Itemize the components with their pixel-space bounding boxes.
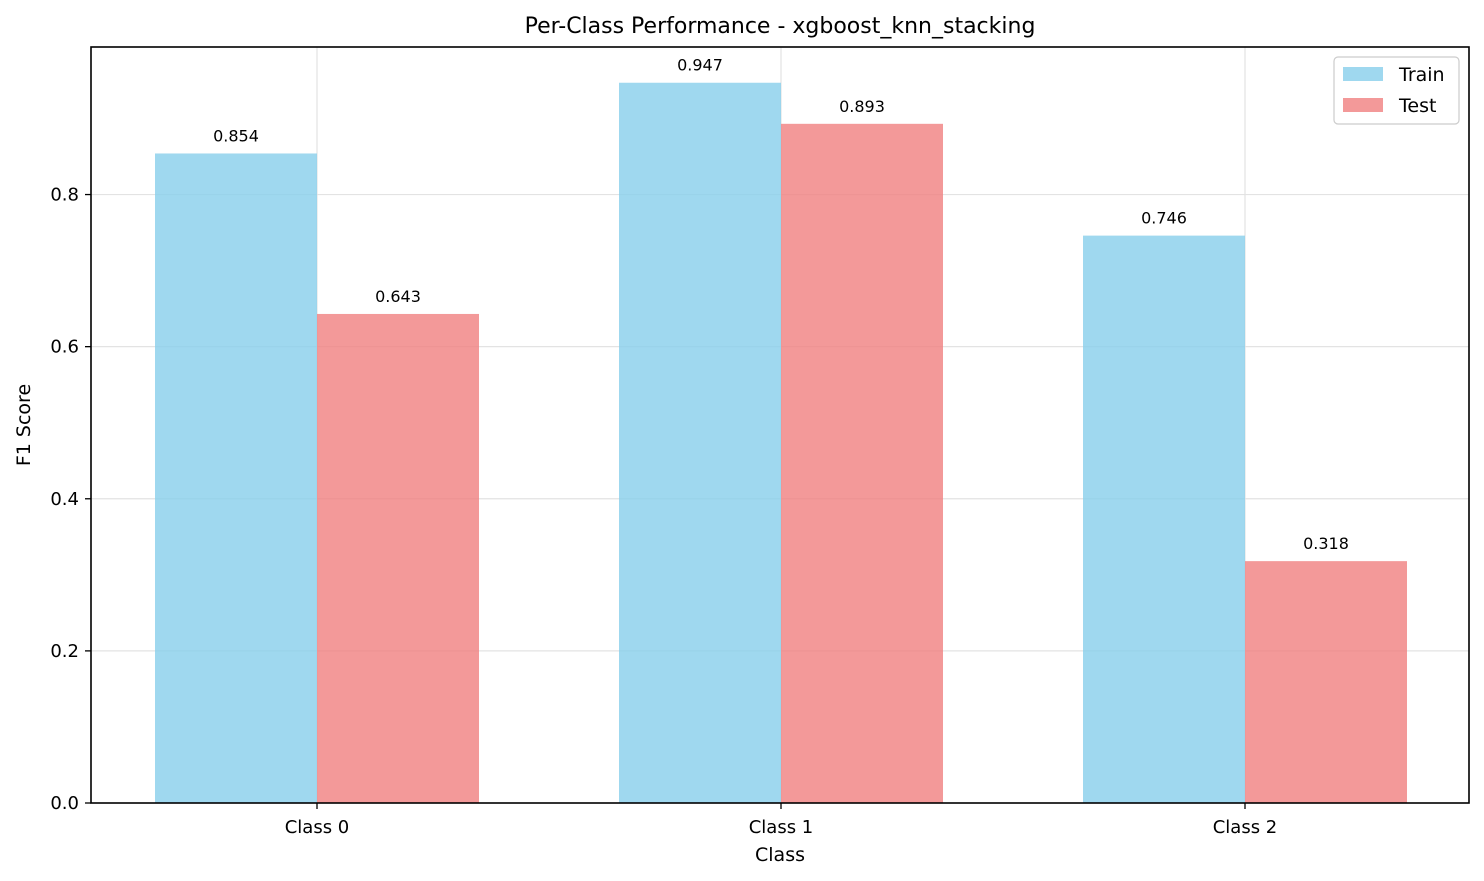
- bar-label-test-0: 0.643: [375, 287, 421, 306]
- plot-area-frame: [90, 46, 1470, 804]
- y-tick-label-0: 0.0: [50, 793, 79, 814]
- bar-train-0: [155, 153, 317, 803]
- bars: [155, 82, 1407, 804]
- bar-train-1: [619, 82, 781, 804]
- y-axis-label: F1 Score: [13, 384, 35, 466]
- x-tick-label-2: Class 2: [1213, 817, 1278, 838]
- bar-label-train-1: 0.947: [677, 56, 723, 75]
- legend-swatch-train: [1343, 67, 1383, 81]
- x-axis-label: Class: [755, 844, 805, 866]
- bar-test-0: [317, 313, 479, 803]
- bar-test-2: [1245, 561, 1407, 803]
- y-tick-label-4: 0.8: [50, 185, 79, 206]
- x-tick-label-1: Class 1: [749, 817, 814, 838]
- bar-label-test-1: 0.893: [839, 97, 885, 116]
- y-tick-label-2: 0.4: [50, 489, 79, 510]
- bar-label-train-0: 0.854: [213, 126, 259, 145]
- chart-title: Per-Class Performance - xgboost_knn_stac…: [525, 14, 1036, 39]
- legend-swatch-test: [1343, 98, 1383, 112]
- bar-value-labels: 0.854 0.947 0.746 0.643 0.893 0.318: [213, 56, 1349, 553]
- y-tick-label-1: 0.2: [50, 641, 79, 662]
- x-tick-label-0: Class 0: [285, 817, 350, 838]
- legend: Train Test: [1333, 56, 1460, 125]
- legend-label-train: Train: [1398, 64, 1445, 86]
- bar-train-2: [1083, 235, 1245, 803]
- bar-label-train-2: 0.746: [1141, 209, 1187, 228]
- bar-label-test-2: 0.318: [1303, 534, 1349, 553]
- y-tick-label-3: 0.6: [50, 337, 79, 358]
- bar-test-1: [781, 123, 943, 804]
- axis-ticks: 0.0 0.2 0.4 0.6 0.8 Class 0 Class 1 Class 2: [50, 185, 1277, 838]
- legend-label-test: Test: [1398, 95, 1436, 117]
